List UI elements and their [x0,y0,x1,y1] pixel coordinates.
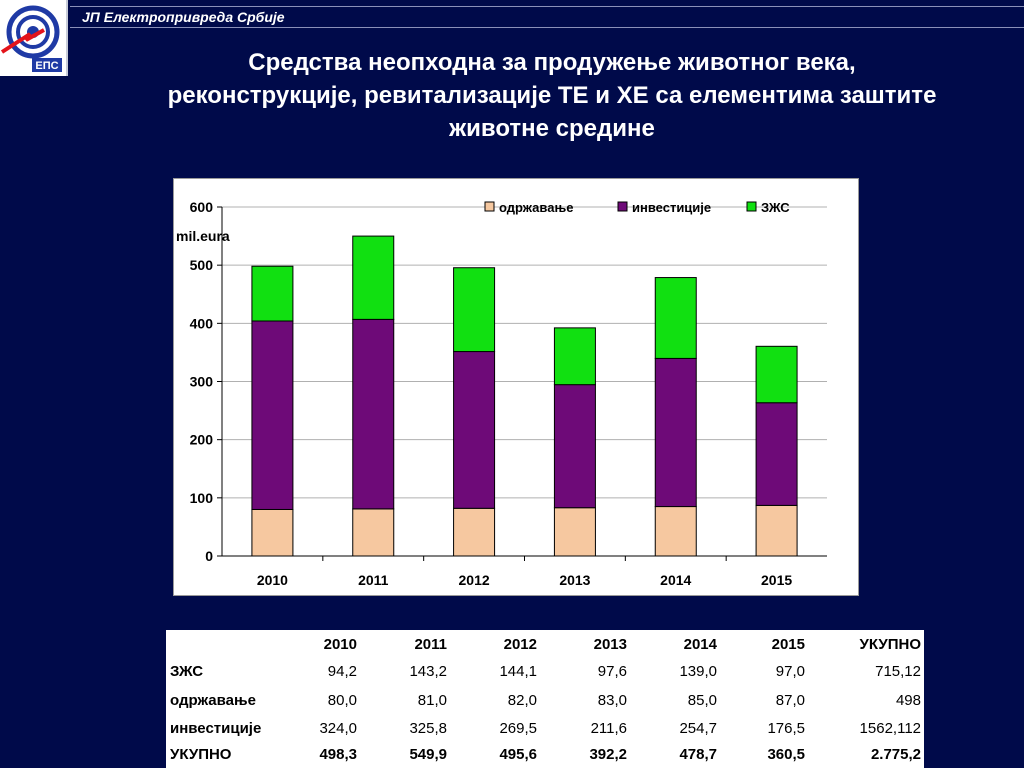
table-header-cell [166,630,276,658]
table-cell: 269,5 [499,719,537,737]
bar-2012-series-1 [453,351,496,509]
table-cell: 143,2 [409,663,447,681]
table-cell: 2.775,2 [870,746,921,764]
bar-2013-series-1 [553,384,596,509]
y-tick-label: 200 [190,432,214,448]
table-cell: 211,6 [590,719,627,737]
table-row-label: одржавање [170,691,256,709]
table-cell: 97,0 [775,663,805,681]
legend-label-0: одржавање [499,200,573,215]
table-cell: 144,1 [499,663,537,681]
bar-2015-series-1 [755,402,798,506]
table-header-cell: 2010 [323,635,357,653]
y-tick-label: 0 [205,548,213,564]
legend-swatch-0 [484,201,495,212]
title-line-2: реконструкције, ревитализације ТЕ и ХЕ с… [167,82,937,109]
table-cell: 478,7 [679,746,717,764]
x-tick-label: 2013 [559,572,590,588]
bar-2015-series-2 [755,345,798,404]
bar-2014-series-1 [654,357,697,508]
table-row: одржавање 80,0 81,0 82,0 83,0 85,0 87,0 498 [166,685,924,715]
x-tick-label: 2011 [358,572,389,588]
x-tick-label: 2014 [660,572,691,588]
table-row: УКУПНО 498,3 549,9 495,6 392,2 478,7 360,5 2.77… [166,742,924,768]
company-name: ЈП Електропривреда Србије [82,9,285,25]
table-cell: 324,0 [319,719,357,737]
stacked-bar-chart: 0 100 200 300 400 500 600 mil.eura 2010 2011 2012 2… [176,199,827,588]
y-axis-label: mil.eura [176,228,230,244]
table-cell: 498,3 [319,746,357,764]
table-cell: 549,9 [409,746,447,764]
table-cell: 87,0 [775,691,805,709]
table-cell: 139,0 [679,663,717,681]
y-tick-label: 600 [190,199,214,215]
table-header-cell: 2014 [683,635,717,653]
table-cell: 83,0 [597,691,627,709]
page-title: Средства неопходна за продужење животног… [80,46,1024,145]
chart-panel: 0 100 200 300 400 500 600 mil.eura 2010 2011 2012 2… [173,178,859,596]
eps-logo: ЕПС [0,0,68,76]
table-cell: 82,0 [507,691,537,709]
table-row: инвестиције 324,0 325,8 269,5 211,6 254,7 176,… [166,715,924,741]
bar-2013-series-0 [553,507,596,557]
x-tick-label: 2012 [459,572,490,588]
y-tick-label: 400 [190,315,214,331]
header-bar: ЈП Електропривреда Србије [70,6,1024,28]
legend-label-2: ЗЖС [761,200,790,215]
data-table: 2010 2011 2012 2013 2014 2015 УКУПНО ЗЖС 94,2 143… [166,630,924,768]
bar-2015-series-0 [755,504,798,557]
table-cell: 81,0 [417,691,447,709]
table-row-label: инвестиције [170,719,262,737]
title-line-3: животне средине [449,115,655,142]
table-header-cell: 2015 [771,635,805,653]
table-cell: 1562,112 [859,719,921,737]
bar-2012-series-0 [453,507,496,557]
table-cell: 495,6 [499,746,537,764]
y-tick-label: 100 [190,490,214,506]
table-cell: 97,6 [597,663,627,681]
table-header-cell: 2012 [503,635,537,653]
eps-logo-icon: ЕПС [0,5,62,72]
x-tick-label: 2015 [761,572,792,588]
bar-2010-series-2 [251,265,294,322]
title-line-1: Средства неопходна за продужење животног… [248,49,856,76]
table-row: ЗЖС 94,2 143,2 144,1 97,6 139,0 97,0 715,12 [166,658,924,684]
table-cell: 80,0 [327,691,357,709]
bar-2010-series-1 [251,320,294,510]
table-cell: 254,7 [679,719,717,737]
table-cell: 176,5 [767,719,805,737]
table-cell: 325,8 [409,719,447,737]
bar-2011-series-1 [352,318,395,510]
bar-2011-series-0 [352,508,395,557]
bar-2012-series-2 [453,267,496,353]
legend-label-1: инвестиције [632,200,711,215]
table-cell: 498 [895,691,921,709]
legend-swatch-1 [617,201,628,212]
table-cell: 715,12 [875,663,921,681]
bar-2013-series-2 [553,327,596,386]
y-tick-label: 500 [190,257,214,273]
bar-2011-series-2 [352,235,395,320]
table-row-label: УКУПНО [170,746,232,764]
bar-2014-series-2 [654,277,697,359]
logo-text: ЕПС [35,60,58,72]
table-header-cell: 2013 [593,635,627,653]
legend-swatch-2 [746,201,757,212]
bar-2010-series-0 [251,508,294,557]
table-header-cell: 2011 [414,635,447,653]
bar-2014-series-0 [654,506,697,557]
table-header-cell: УКУПНО [859,635,921,653]
y-tick-label: 300 [190,374,214,390]
x-tick-label: 2010 [257,572,288,588]
table-cell: 360,5 [767,746,805,764]
table-cell: 85,0 [687,691,717,709]
table-header-row: 2010 2011 2012 2013 2014 2015 УКУПНО [166,630,924,658]
table-row-label: ЗЖС [170,663,204,681]
table-cell: 94,2 [327,663,357,681]
table-cell: 392,2 [589,746,627,764]
